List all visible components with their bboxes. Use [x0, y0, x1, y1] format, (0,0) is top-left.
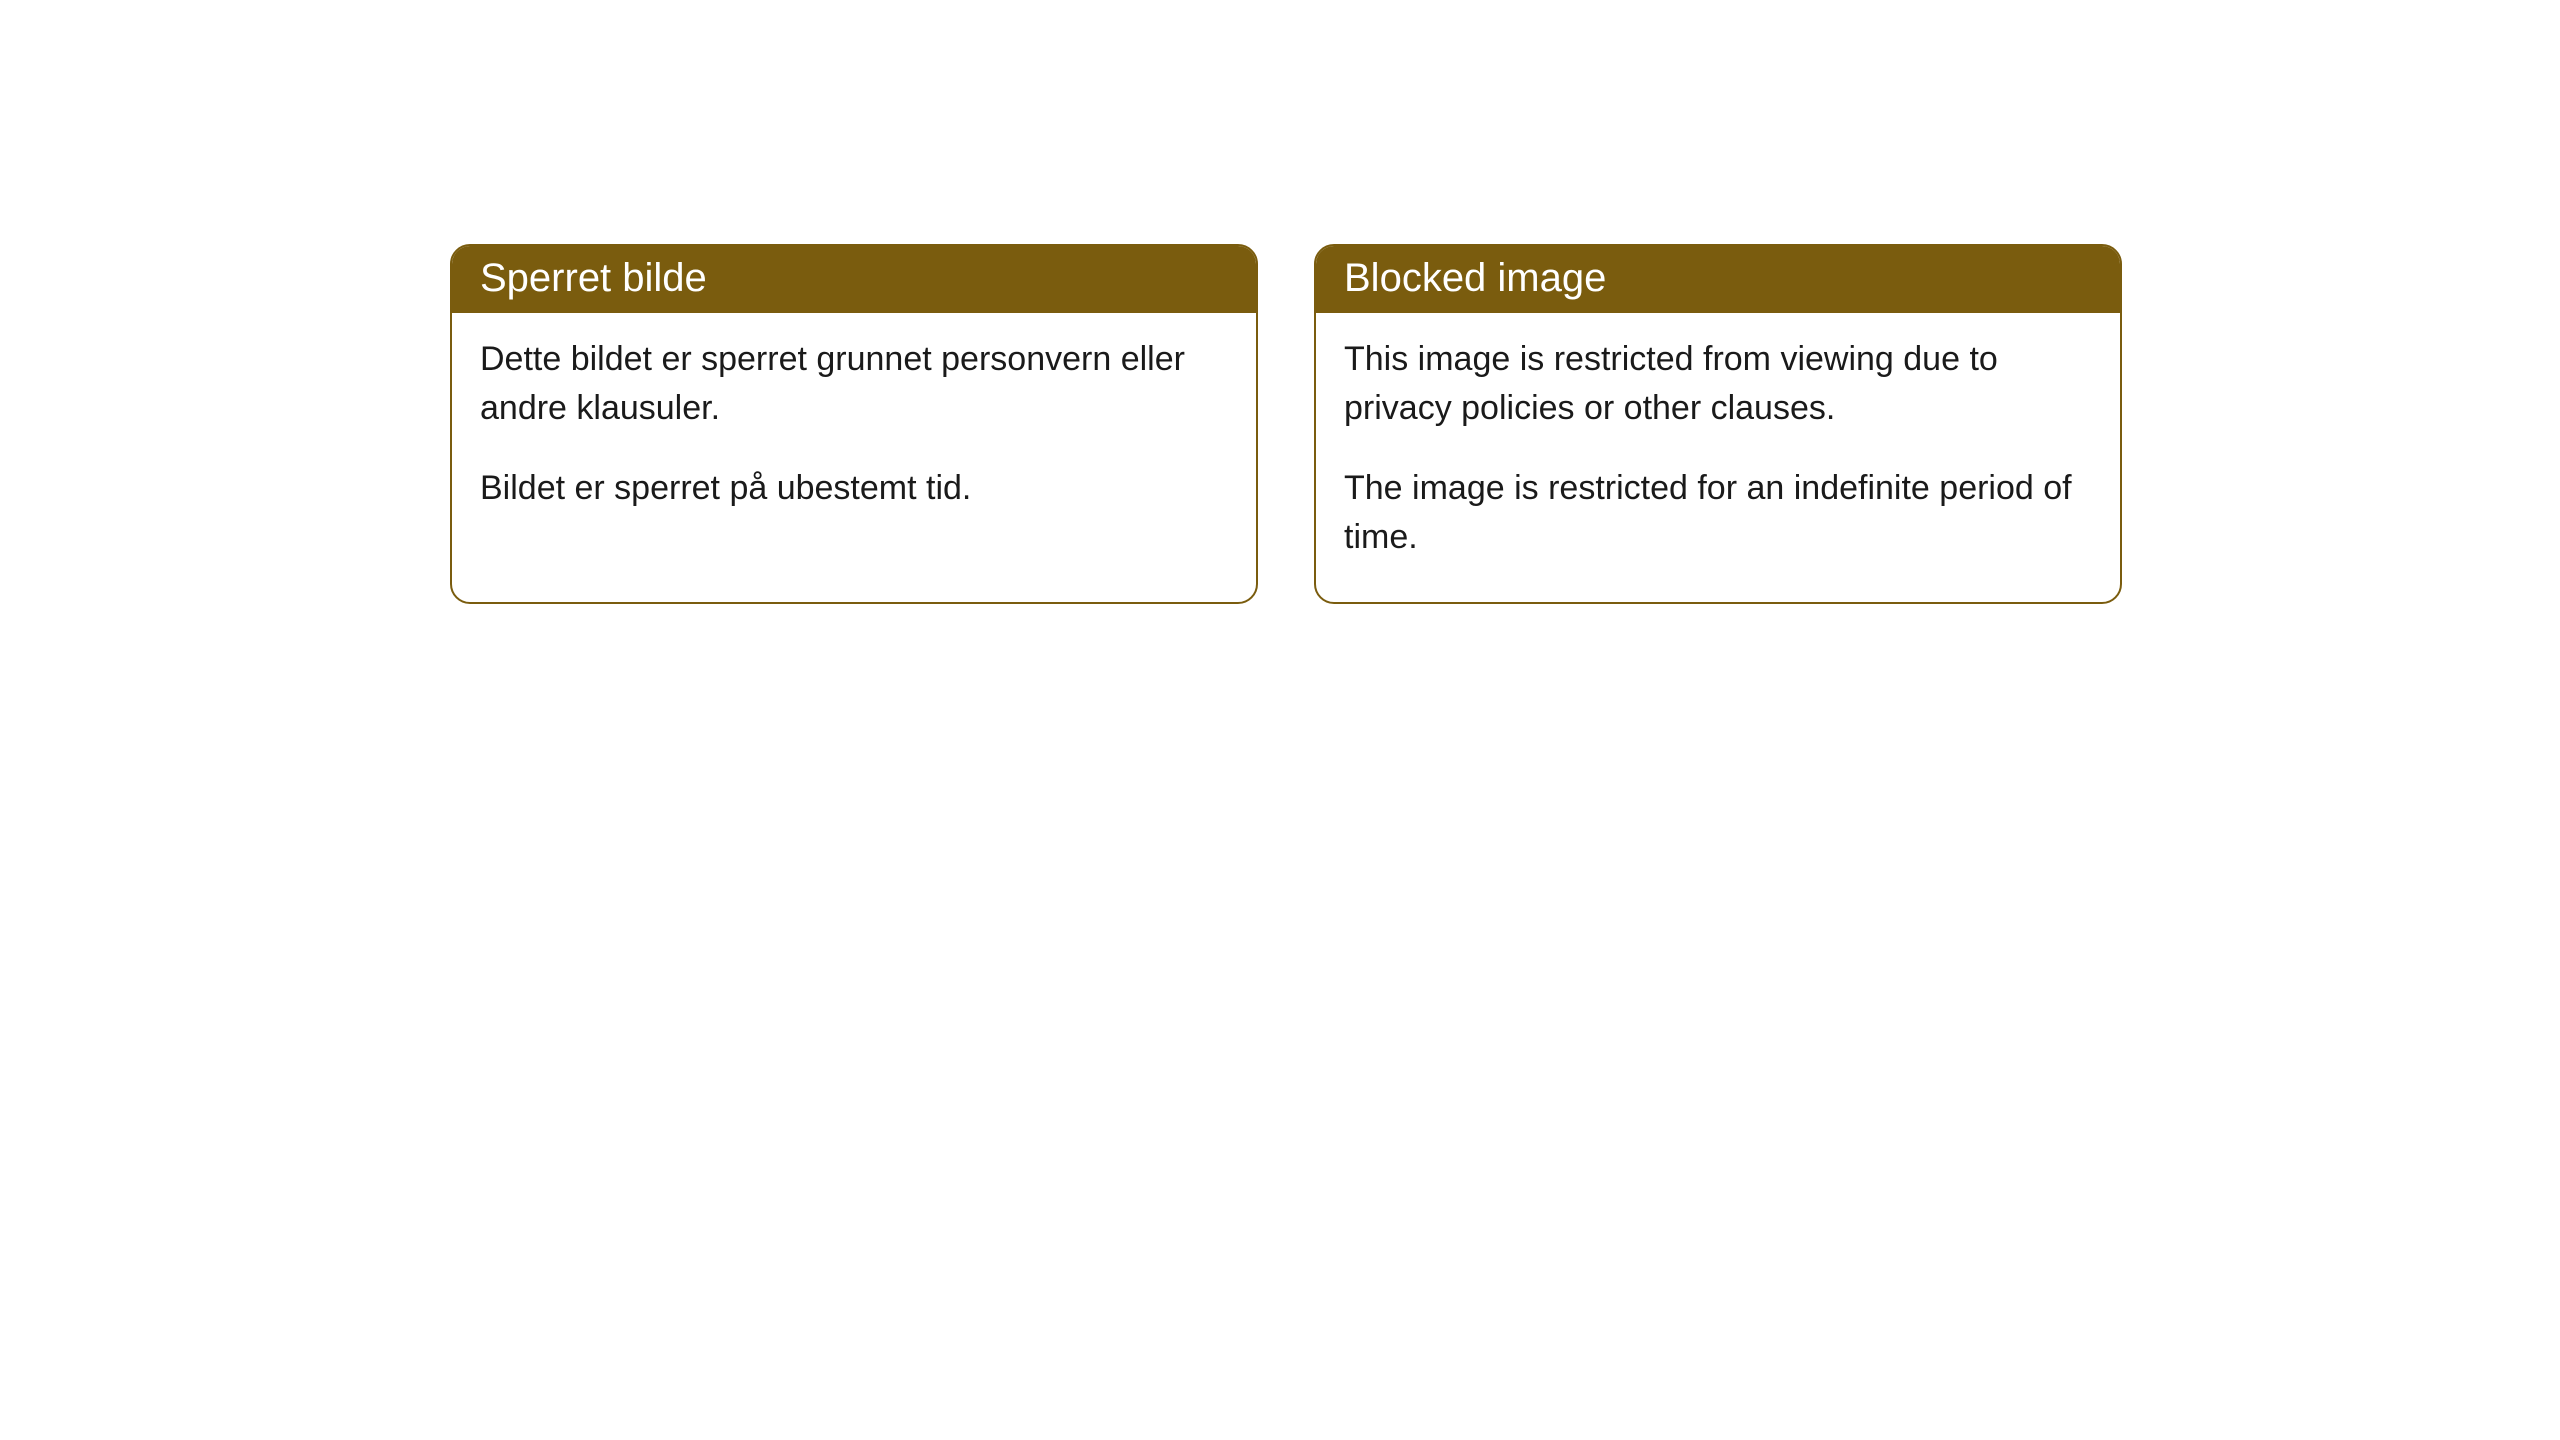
notice-text-norwegian-2: Bildet er sperret på ubestemt tid.	[480, 464, 1228, 513]
notice-text-english-1: This image is restricted from viewing du…	[1344, 335, 2092, 434]
notice-body-norwegian: Dette bildet er sperret grunnet personve…	[452, 313, 1256, 553]
notice-card-english: Blocked image This image is restricted f…	[1314, 244, 2122, 604]
notice-card-norwegian: Sperret bilde Dette bildet er sperret gr…	[450, 244, 1258, 604]
notice-header-english: Blocked image	[1316, 246, 2120, 313]
notice-text-norwegian-1: Dette bildet er sperret grunnet personve…	[480, 335, 1228, 434]
notice-body-english: This image is restricted from viewing du…	[1316, 313, 2120, 602]
notice-cards-container: Sperret bilde Dette bildet er sperret gr…	[0, 0, 2560, 604]
notice-header-norwegian: Sperret bilde	[452, 246, 1256, 313]
notice-text-english-2: The image is restricted for an indefinit…	[1344, 464, 2092, 563]
